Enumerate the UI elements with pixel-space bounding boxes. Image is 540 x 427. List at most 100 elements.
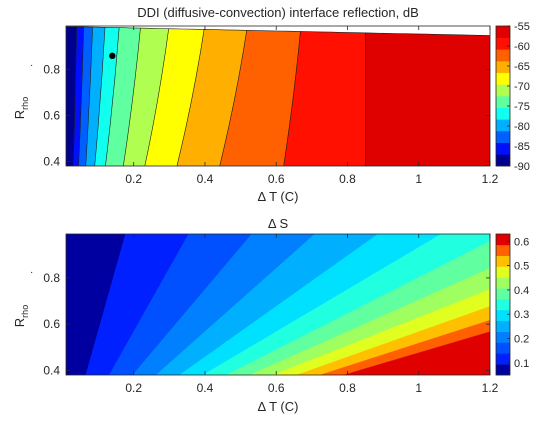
top-contour-line: [105, 26, 120, 166]
bottom-colorbar-segment: [496, 364, 510, 376]
bottom-x-tick-label: 1.2: [482, 381, 499, 395]
top-colorbar-segment: [496, 96, 510, 108]
bottom-y-axis-label: Rrho: [12, 305, 30, 327]
bottom-colorbar-segment: [496, 331, 510, 343]
bottom-y-tick-label: 0.8: [43, 271, 60, 285]
top-contour-lines: [72, 26, 366, 166]
top-colorbar-segment: [496, 154, 510, 167]
top-x-tick-label: 0.2: [125, 172, 142, 186]
bottom-colorbar-tick-label: 0.3: [514, 309, 529, 321]
bottom-contour-band: [226, 241, 490, 375]
bottom-contour-band: [132, 234, 316, 375]
top-contour-line: [94, 26, 106, 166]
bottom-colorbar-tick-label: 0.6: [514, 236, 529, 248]
bottom-x-tick-label: 0.8: [339, 381, 356, 395]
bottom-colorbar-segment: [496, 353, 510, 365]
top-y-tick-label: 0.8: [43, 63, 60, 77]
top-contour-bands: [66, 26, 490, 166]
bottom-contour-band: [155, 234, 379, 375]
bottom-contour-band: [66, 234, 126, 375]
top-x-tick-label: 0.6: [268, 172, 285, 186]
bottom-contour-band: [202, 234, 490, 375]
bottom-colorbar-tick-label: 0.5: [514, 261, 529, 273]
top-contour-line: [176, 26, 205, 166]
top-x-tick-label: 1: [415, 172, 422, 186]
bottom-axes-box: [65, 233, 491, 376]
top-contour-line: [219, 26, 248, 166]
top-marker-point: [109, 52, 116, 60]
top-contour-line: [144, 26, 170, 166]
top-contour-band: [365, 26, 490, 166]
top-panel: DDI (diffusive-convection) interface ref…: [12, 5, 530, 204]
top-x-axis-label: Δ T (C): [258, 189, 299, 204]
bottom-x-ticks: 0.2 0.4 0.6 0.8 1 1.2: [125, 234, 499, 395]
top-colorbar: -90 -85 -80 -75 -70 -65 -60 -55: [495, 21, 530, 173]
bottom-contour-band: [109, 234, 253, 375]
top-colorbar-segment: [496, 142, 510, 155]
top-y-tick-label: 0.4: [43, 154, 60, 168]
top-contour-line: [85, 26, 93, 166]
top-colorbar-segment: [496, 26, 510, 38]
top-contour-line: [123, 26, 141, 166]
bottom-title: Δ S: [268, 216, 289, 231]
top-colorbar-tick-label: -55: [514, 21, 530, 33]
bottom-x-axis-label: Δ T (C): [258, 399, 299, 414]
top-colorbar-segment: [496, 84, 510, 97]
top-x-tick-label: 0.8: [339, 172, 356, 186]
top-colorbar-tick-label: -90: [514, 161, 530, 173]
top-colorbar-frame: [495, 25, 511, 167]
bottom-y-label-dot: ·: [30, 267, 33, 278]
bottom-y-ticks: 0.4 0.6 0.8: [43, 271, 490, 377]
top-x-ticks: 0.2 0.4 0.6 0.8 1 1.2: [125, 26, 499, 186]
top-title: DDI (diffusive-convection) interface ref…: [137, 5, 419, 20]
bottom-contour-band: [342, 331, 490, 375]
top-y-axis-label: Rrho: [12, 97, 30, 119]
bottom-colorbar-segment: [496, 320, 510, 332]
top-contour-line: [72, 26, 77, 166]
top-colorbar-tick-label: -85: [514, 141, 530, 153]
bottom-x-tick-label: 1: [415, 381, 422, 395]
top-colorbar-segment: [496, 49, 510, 62]
top-colorbar-tick-label: -60: [514, 41, 530, 53]
top-axes-box: [65, 25, 491, 167]
top-contour-line: [283, 26, 302, 166]
top-colorbar-segment: [496, 61, 510, 73]
bottom-colorbar-segment: [496, 309, 510, 322]
bottom-colorbar-tick-label: 0.2: [514, 334, 529, 346]
top-colorbar-segment: [496, 131, 510, 143]
top-colorbar-segment: [496, 107, 510, 120]
bottom-colorbar-tick-label: 0.1: [514, 358, 529, 370]
bottom-contour-bands: [66, 234, 490, 375]
bottom-x-tick-label: 0.6: [268, 381, 285, 395]
top-colorbar-segment: [496, 119, 510, 132]
bottom-x-tick-label: 0.2: [125, 381, 142, 395]
top-colorbar-segment: [496, 72, 510, 85]
bottom-colorbar-segment: [496, 266, 510, 278]
bottom-x-tick-label: 0.4: [197, 381, 214, 395]
top-y-ticks: 0.4 0.6 0.8: [43, 63, 490, 168]
top-upper-edge-line: [65, 26, 491, 36]
bottom-colorbar: 0.1 0.2 0.3 0.4 0.5 0.6: [495, 233, 529, 376]
top-colorbar-segment: [496, 37, 510, 50]
bottom-contour-band: [296, 306, 490, 375]
bottom-y-tick-label: 0.6: [43, 317, 60, 331]
bottom-contour-band: [319, 319, 490, 375]
top-colorbar-tick-label: -75: [514, 101, 530, 113]
bottom-contour-band: [179, 234, 442, 375]
bottom-contour-band: [249, 268, 490, 375]
bottom-colorbar-segment: [496, 342, 510, 354]
bottom-colorbar-segment: [496, 255, 510, 267]
top-colorbar-tick-label: -70: [514, 81, 530, 93]
top-y-tick-label: 0.6: [43, 109, 60, 123]
bottom-colorbar-segment: [496, 299, 510, 311]
bottom-colorbar-tick-label: 0.4: [514, 285, 529, 297]
bottom-colorbar-frame: [495, 233, 511, 376]
bottom-colorbar-segment: [496, 234, 510, 246]
bottom-y-tick-label: 0.4: [43, 363, 60, 377]
top-x-tick-label: 1.2: [482, 172, 499, 186]
bottom-panel: Δ S 0.2 0.4 0.6 0.8 1 1.2 0.4 0.6 0.8 Δ T (C) R…: [12, 216, 529, 414]
top-x-tick-label: 0.4: [197, 172, 214, 186]
bottom-contour-band: [272, 289, 490, 375]
